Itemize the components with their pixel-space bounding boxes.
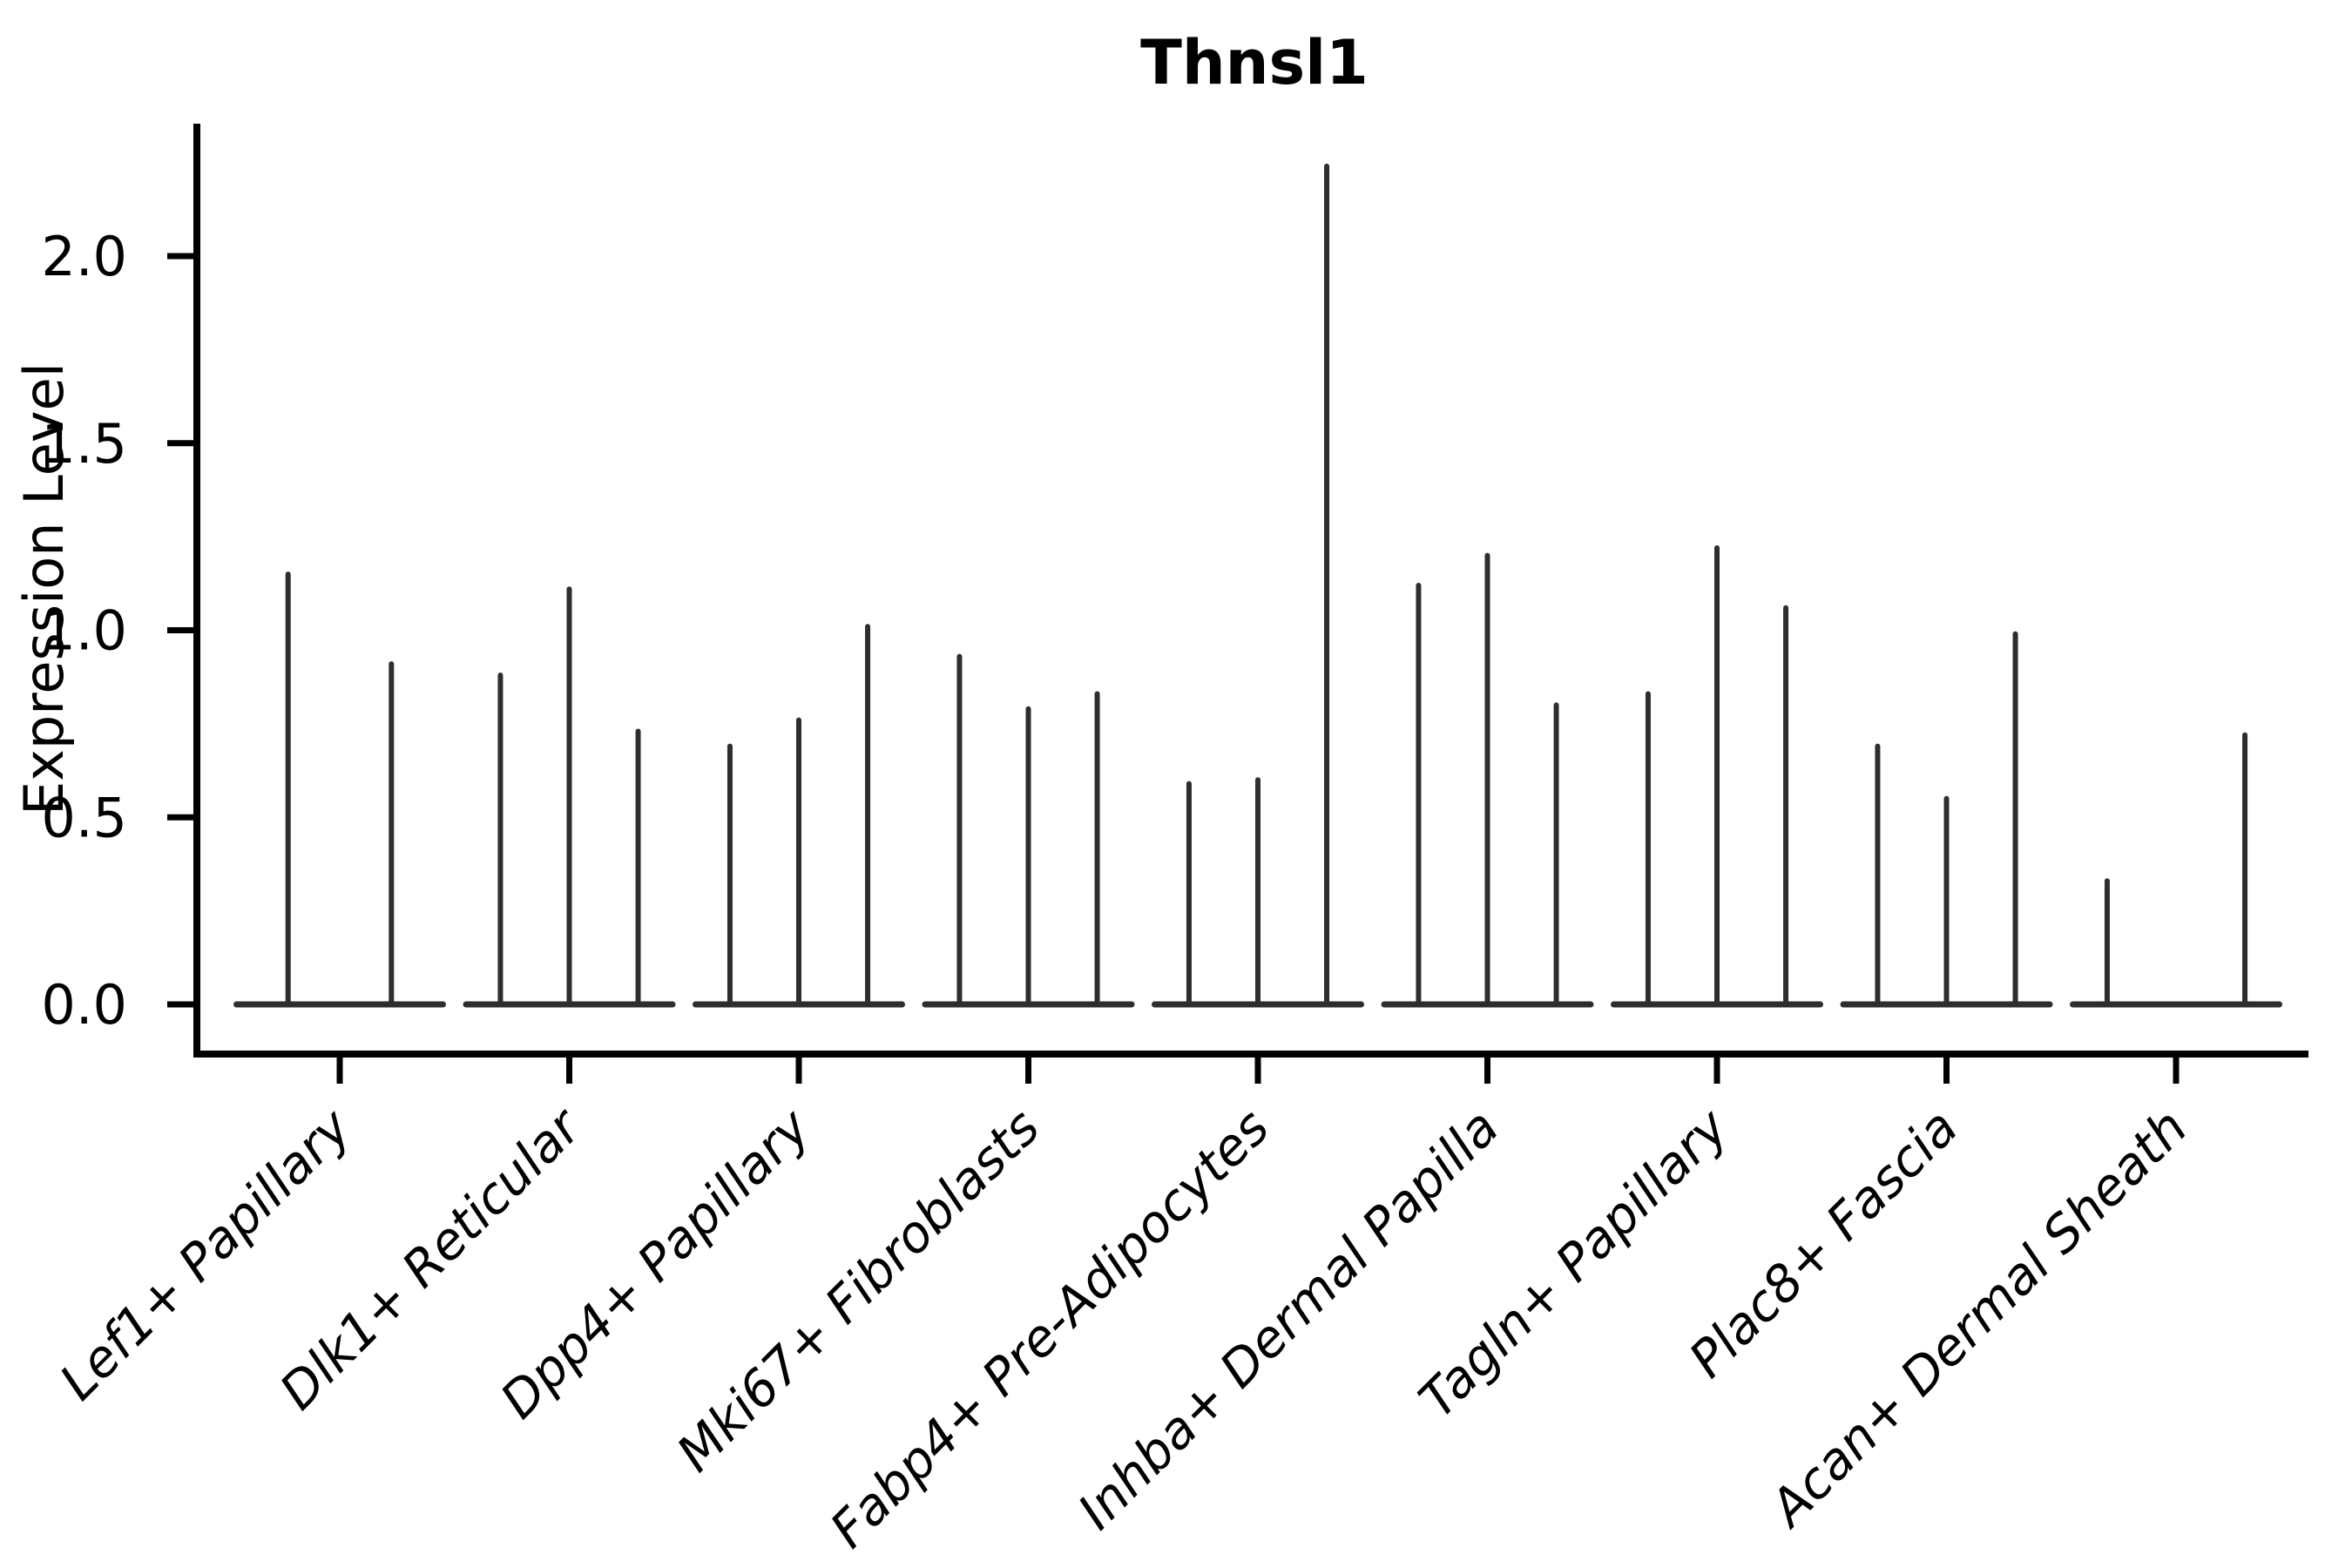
y-tick-label: 0.5 <box>41 786 127 849</box>
y-axis-label: Expression Level <box>12 362 76 815</box>
y-tick-label: 2.0 <box>41 225 127 288</box>
y-tick-label: 0.0 <box>41 973 127 1037</box>
plot-title: Thnsl1 <box>1140 27 1369 98</box>
x-axis-spine <box>193 1051 2308 1058</box>
x-tick-label: Inhba+ Dermal Papilla <box>1066 1098 1510 1541</box>
x-tick-label: Acan+ Dermal Sheath <box>1756 1098 2199 1540</box>
y-tick-label: 1.5 <box>41 412 127 476</box>
violin-layer <box>233 163 2282 1008</box>
y-axis-spine <box>193 124 200 1058</box>
y-tick-label: 1.0 <box>41 599 127 663</box>
x-tick-label: Fabp4+ Pre-Adipocytes <box>819 1098 1281 1559</box>
